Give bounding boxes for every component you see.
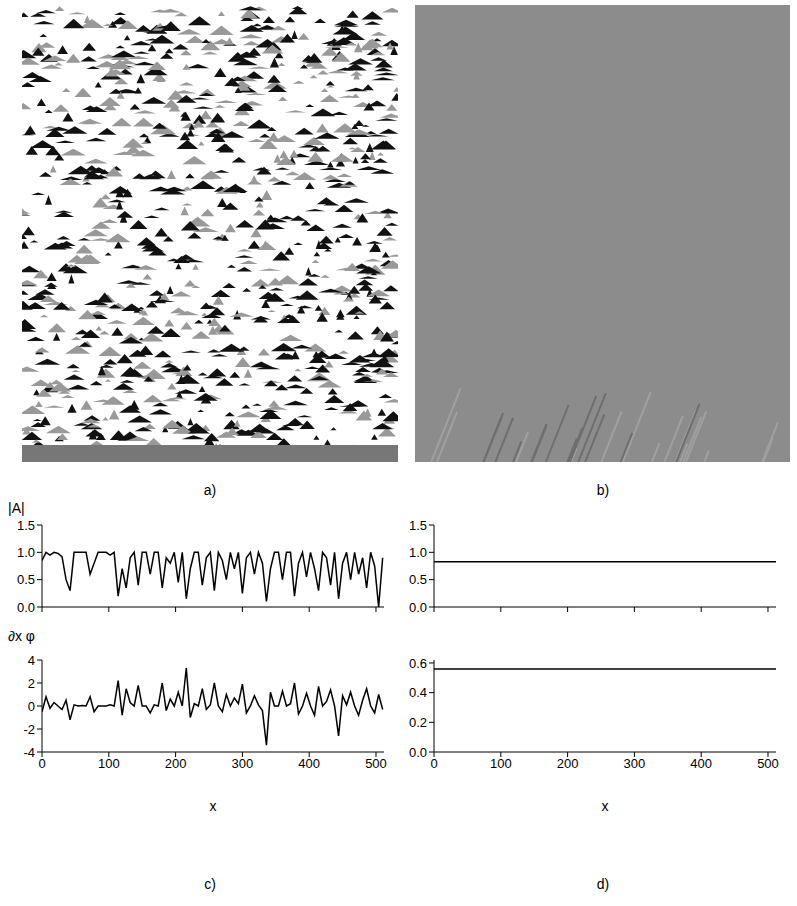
svg-text:200: 200 — [557, 756, 579, 771]
svg-text:100: 100 — [98, 756, 120, 771]
svg-text:1.5: 1.5 — [409, 518, 427, 533]
svg-text:300: 300 — [232, 756, 254, 771]
svg-text:1.0: 1.0 — [409, 545, 427, 560]
svg-text:0.0: 0.0 — [17, 600, 35, 615]
svg-text:0.2: 0.2 — [409, 715, 427, 730]
svg-text:500: 500 — [757, 756, 779, 771]
html-text:a): a) — [203, 482, 217, 498]
svg-text:0: 0 — [28, 699, 35, 714]
html-text:x: x — [209, 798, 217, 814]
html-text:d): d) — [596, 876, 610, 892]
svg-text:400: 400 — [298, 756, 320, 771]
svg-text:0: 0 — [430, 756, 437, 771]
svg-text:0.4: 0.4 — [409, 685, 427, 700]
html-text:x: x — [601, 798, 609, 814]
svg-text:0: 0 — [38, 756, 45, 771]
svg-text:100: 100 — [490, 756, 512, 771]
svg-text:-4: -4 — [23, 745, 35, 760]
svg-text:1.5: 1.5 — [17, 518, 35, 533]
svg-text:2: 2 — [28, 676, 35, 691]
html-text:b): b) — [596, 482, 610, 498]
svg-text:400: 400 — [690, 756, 712, 771]
svg-text:1.0: 1.0 — [17, 545, 35, 560]
svg-text:0.5: 0.5 — [409, 572, 427, 587]
html-text:|A|: |A| — [8, 500, 25, 516]
svg-text:-2: -2 — [23, 722, 35, 737]
svg-text:0.5: 0.5 — [17, 572, 35, 587]
svg-text:300: 300 — [624, 756, 646, 771]
svg-text:500: 500 — [365, 756, 387, 771]
svg-text:0.0: 0.0 — [409, 745, 427, 760]
html-text:c): c) — [204, 876, 216, 892]
svg-text:0.6: 0.6 — [409, 656, 427, 671]
svg-text:0.0: 0.0 — [409, 600, 427, 615]
svg-text:4: 4 — [28, 653, 35, 668]
svg-text:200: 200 — [165, 756, 187, 771]
html-text:∂x φ: ∂x φ — [8, 628, 35, 644]
